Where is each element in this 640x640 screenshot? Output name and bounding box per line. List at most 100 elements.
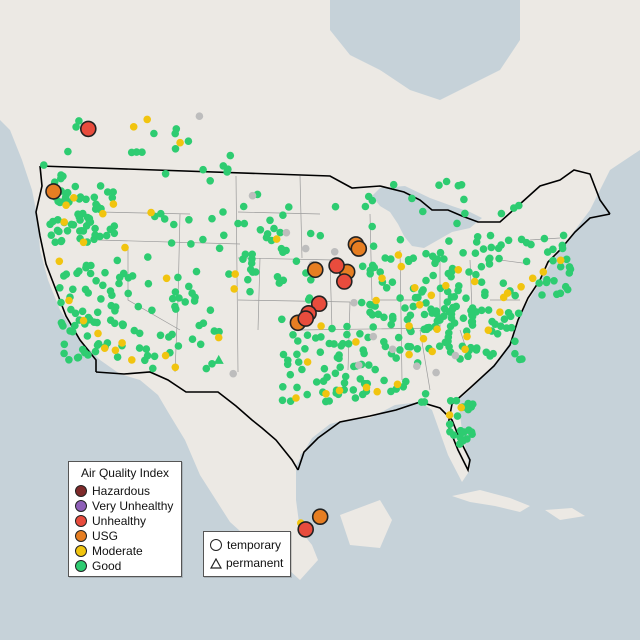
monitor-point-moderate[interactable] — [111, 346, 120, 355]
monitor-point-good[interactable] — [396, 235, 405, 244]
monitor-point-good[interactable] — [65, 356, 73, 364]
monitor-point-good[interactable] — [256, 226, 265, 234]
monitor-point-good[interactable] — [337, 342, 346, 350]
monitor-point-moderate[interactable] — [352, 338, 360, 346]
monitor-point-good[interactable] — [380, 376, 388, 385]
monitor-point-good[interactable] — [109, 188, 117, 196]
monitor-point-no-data[interactable] — [355, 361, 363, 370]
monitor-point-good[interactable] — [549, 245, 557, 254]
monitor-point-good[interactable] — [429, 271, 438, 280]
monitor-point-good[interactable] — [101, 268, 109, 277]
monitor-point-good[interactable] — [422, 299, 430, 307]
monitor-point-moderate[interactable] — [147, 208, 155, 217]
monitor-point-good[interactable] — [445, 237, 453, 245]
monitor-point-good[interactable] — [388, 278, 397, 287]
monitor-point-moderate[interactable] — [393, 380, 402, 389]
monitor-point-moderate[interactable] — [121, 243, 129, 252]
monitor-point-good[interactable] — [196, 340, 205, 349]
monitor-point-good[interactable] — [436, 248, 445, 257]
monitor-point-unhealthy[interactable] — [297, 521, 315, 538]
monitor-point-good[interactable] — [468, 312, 477, 321]
monitor-point-good[interactable] — [368, 311, 377, 319]
monitor-point-good[interactable] — [460, 195, 468, 204]
monitor-point-good[interactable] — [481, 288, 489, 297]
monitor-point-moderate[interactable] — [60, 218, 68, 226]
monitor-point-good[interactable] — [446, 397, 455, 405]
monitor-point-good[interactable] — [57, 171, 65, 179]
monitor-point-good[interactable] — [226, 151, 235, 160]
monitor-point-moderate[interactable] — [70, 194, 78, 202]
monitor-point-usg[interactable] — [350, 240, 368, 257]
monitor-point-good[interactable] — [488, 317, 496, 326]
monitor-point-good[interactable] — [61, 195, 69, 204]
monitor-point-good[interactable] — [449, 431, 458, 439]
monitor-point-good[interactable] — [141, 356, 149, 365]
monitor-point-good[interactable] — [487, 243, 496, 252]
monitor-point-good[interactable] — [477, 262, 486, 271]
monitor-point-good[interactable] — [504, 309, 513, 317]
monitor-point-good[interactable] — [240, 219, 249, 228]
monitor-point-good[interactable] — [477, 306, 486, 315]
monitor-point-no-data[interactable] — [451, 351, 460, 360]
monitor-point-good[interactable] — [91, 224, 99, 233]
monitor-point-good[interactable] — [413, 345, 422, 353]
monitor-point-moderate[interactable] — [405, 350, 413, 359]
monitor-point-good[interactable] — [199, 319, 208, 328]
monitor-point-good[interactable] — [124, 289, 132, 298]
monitor-point-good[interactable] — [511, 349, 519, 358]
monitor-point-good[interactable] — [84, 289, 92, 297]
monitor-point-good[interactable] — [409, 302, 418, 311]
monitor-point-moderate[interactable] — [372, 296, 381, 305]
monitor-point-good[interactable] — [188, 289, 196, 298]
monitor-point-moderate[interactable] — [454, 266, 463, 274]
monitor-point-good[interactable] — [188, 335, 197, 344]
monitor-point-good[interactable] — [454, 286, 462, 295]
monitor-point-moderate[interactable] — [65, 296, 73, 305]
monitor-point-good[interactable] — [273, 273, 282, 281]
monitor-point-good[interactable] — [110, 319, 119, 328]
monitor-point-good[interactable] — [165, 333, 173, 341]
monitor-point-moderate[interactable] — [556, 256, 565, 265]
monitor-point-good[interactable] — [208, 360, 216, 368]
monitor-point-good[interactable] — [85, 214, 94, 223]
monitor-point-good[interactable] — [63, 227, 72, 235]
monitor-point-good[interactable] — [248, 255, 256, 263]
monitor-point-good[interactable] — [128, 272, 137, 280]
monitor-point-good[interactable] — [453, 412, 462, 420]
monitor-point-good[interactable] — [199, 165, 207, 174]
monitor-point-no-data[interactable] — [432, 368, 440, 377]
monitor-point-good[interactable] — [440, 255, 448, 263]
monitor-point-good[interactable] — [467, 306, 475, 315]
monitor-point-good[interactable] — [549, 256, 557, 265]
monitor-point-good[interactable] — [563, 285, 572, 294]
monitor-point-good[interactable] — [67, 220, 76, 229]
monitor-point-good[interactable] — [148, 306, 156, 315]
monitor-point-good[interactable] — [361, 202, 370, 211]
monitor-point-moderate[interactable] — [445, 411, 454, 419]
monitor-point-good[interactable] — [215, 327, 223, 336]
monitor-point-good[interactable] — [248, 268, 257, 276]
monitor-point-good[interactable] — [199, 235, 207, 244]
monitor-point-good[interactable] — [279, 383, 287, 391]
monitor-point-good[interactable] — [356, 330, 364, 338]
monitor-point-good[interactable] — [389, 180, 398, 189]
monitor-point-good[interactable] — [394, 333, 403, 342]
monitor-point-good[interactable] — [368, 196, 377, 205]
monitor-point-good[interactable] — [132, 148, 141, 156]
monitor-point-good[interactable] — [77, 227, 86, 235]
monitor-point-good[interactable] — [115, 279, 123, 288]
monitor-point-good[interactable] — [219, 208, 227, 216]
monitor-point-good[interactable] — [99, 281, 107, 290]
monitor-point-good[interactable] — [468, 321, 477, 329]
monitor-point-moderate[interactable] — [230, 285, 238, 293]
monitor-point-good[interactable] — [81, 348, 89, 357]
monitor-point-good[interactable] — [40, 161, 48, 169]
monitor-point-good[interactable] — [270, 224, 278, 233]
monitor-point-moderate[interactable] — [55, 257, 64, 266]
monitor-point-good[interactable] — [303, 390, 312, 399]
monitor-point-good[interactable] — [432, 307, 441, 315]
monitor-point-good[interactable] — [275, 279, 284, 287]
monitor-point-good[interactable] — [284, 356, 292, 365]
monitor-point-good[interactable] — [421, 390, 430, 398]
monitor-point-good[interactable] — [484, 306, 493, 314]
